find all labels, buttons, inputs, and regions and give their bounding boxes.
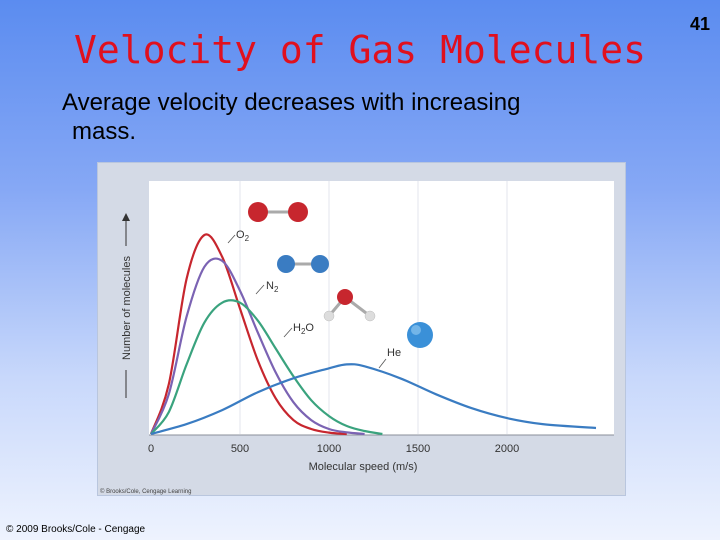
x-tick-label: 0 [148,443,154,455]
bullet-line-2: mass. [72,118,137,145]
he-atom-icon [407,322,433,348]
series-line-n2 [149,257,365,436]
h2o-label: H2O [293,322,314,336]
h2o-molecule-icon [323,289,376,322]
x-tick-label: 2000 [495,443,519,455]
o2-label: O2 [236,229,250,243]
series-line-he [150,363,597,436]
bullet-text: Average velocity decreases with increasi… [62,88,682,146]
grid-lines [239,181,508,434]
he-label-leader [378,358,387,369]
he-label: He [387,347,401,359]
plot-area [149,181,614,435]
x-tick-labels: 0 500 1000 1500 2000 [148,443,519,455]
o2-label-leader [227,234,236,244]
series-line-o2 [149,233,347,436]
y-axis-arrow-head [122,213,130,221]
y-axis-label: Number of molecules [121,256,133,360]
series-lines [149,233,597,436]
copyright-notice: © 2009 Brooks/Cole - Cengage [6,524,146,535]
figure-credit: © Brooks/Cole, Cengage Learning [100,488,191,495]
x-tick-label: 1500 [406,443,430,455]
bullet-line-1: Average velocity decreases with increasi… [62,89,521,116]
slide-number: 41 [689,14,710,34]
o2-molecule-icon [248,202,308,222]
chart-figure: 0 500 1000 1500 2000 Number of molecules Mol… [97,162,626,496]
speed-distribution-chart: 0 500 1000 1500 2000 Number of molecules Mol… [98,163,625,495]
n2-label-leader [255,284,265,295]
series-line-h2o [150,299,383,436]
y-axis-label-group: Number of molecules [121,213,133,398]
x-axis-label: Molecular speed (m/s) [309,461,418,473]
n2-label: N2 [266,280,279,294]
x-tick-label: 1000 [317,443,341,455]
h2o-label-leader [283,327,293,338]
slide-title: Velocity of Gas Molecules [74,28,646,72]
x-tick-label: 500 [231,443,249,455]
n2-molecule-icon [277,255,329,273]
